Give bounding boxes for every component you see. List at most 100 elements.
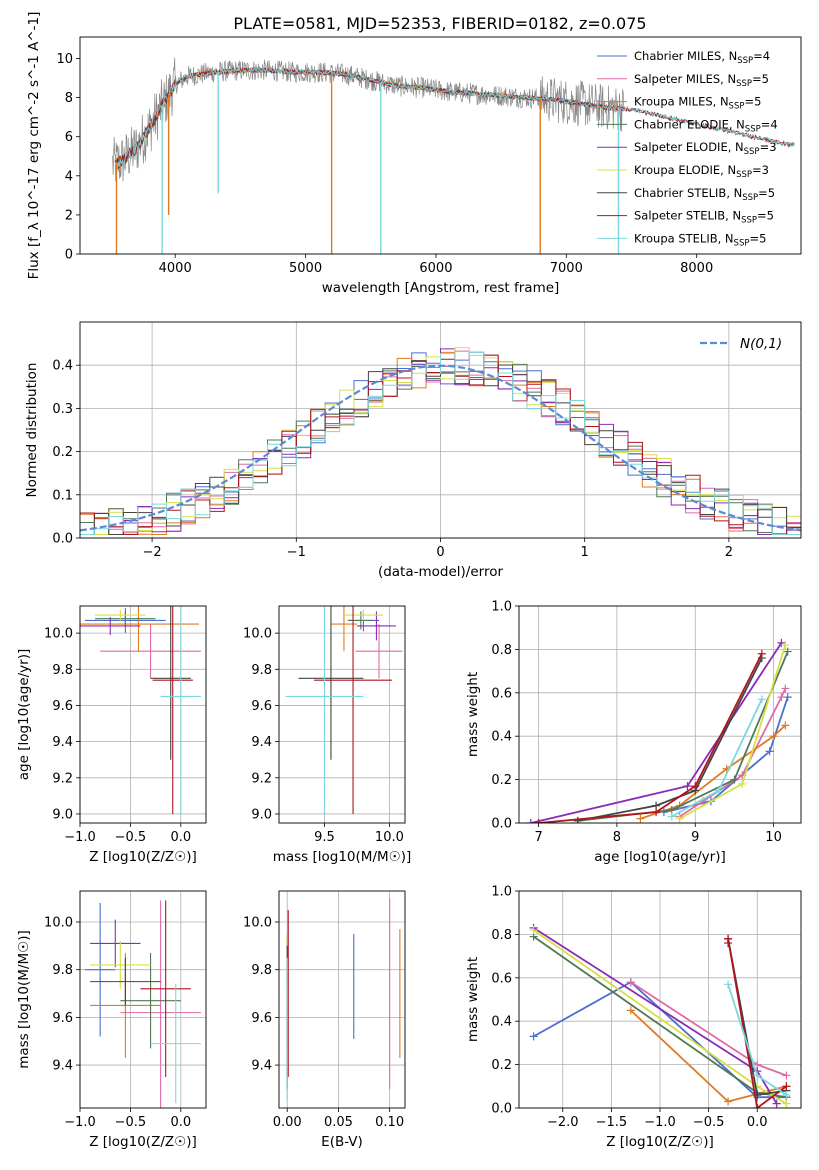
mass-weight-vs-age-marker xyxy=(781,721,790,730)
mass-weight-vs-age-lines xyxy=(526,638,792,823)
mass-weight-vs-metallicity-marker xyxy=(626,978,635,987)
mass-vs-extinction-ytick-label: 9.4 xyxy=(251,1059,272,1074)
mass-vs-metallicity-errorbar-1 xyxy=(120,900,201,1108)
mass-weight-vs-metallicity-marker xyxy=(753,1082,762,1091)
age-vs-mass-errorbar-1 xyxy=(355,624,403,679)
mass-weight-vs-metallicity-xtick-label: −2.0 xyxy=(547,1115,579,1130)
mass-vs-metallicity-errorbar-3 xyxy=(120,953,181,1049)
mass-vs-metallicity-errorbar-6 xyxy=(90,957,161,1006)
mass-vs-extinction-ytick-label: 10.0 xyxy=(243,916,272,931)
mass-weight-vs-age-ytick-label: 0.8 xyxy=(491,643,512,658)
legend-label-3: Chabrier ELODIE, NSSP=4 xyxy=(634,117,778,134)
mass-vs-metallicity-grid xyxy=(79,891,206,1108)
residuals-xtick-label: −1 xyxy=(287,545,306,560)
mass-vs-metallicity-errorbar-7 xyxy=(140,900,191,1077)
mass-weight-vs-metallicity-marker xyxy=(782,1082,791,1091)
spectrum-traces xyxy=(112,57,795,254)
legend-label-2: Kroupa MILES, NSSP=5 xyxy=(634,95,761,112)
mass-weight-vs-age-grid xyxy=(519,605,801,824)
mass-weight-vs-metallicity-marker xyxy=(772,1099,781,1108)
residuals-xtick-label: 0 xyxy=(436,545,444,560)
mass-weight-vs-metallicity-ytick-label: 0.4 xyxy=(491,1015,512,1030)
mass-vs-metallicity-xlabel: Z [log10(Z/Z☉)] xyxy=(89,1134,197,1150)
mass-weight-vs-metallicity-ytick-label: 0.8 xyxy=(491,928,512,943)
mass-weight-vs-age-marker xyxy=(714,786,723,795)
spectrum-ytick-label: 4 xyxy=(65,169,73,184)
age-vs-metallicity-grid xyxy=(79,606,206,823)
age-vs-mass-errorbar-8 xyxy=(285,606,364,814)
residuals-ytick-label: 0.4 xyxy=(52,359,73,374)
age-vs-mass-ytick-label: 9.2 xyxy=(251,771,272,786)
residuals-hist-8 xyxy=(80,351,801,535)
mass-weight-vs-age-marker xyxy=(769,732,778,741)
spectrum-model-8 xyxy=(114,67,795,168)
mass-weight-vs-age-xtick-label: 9 xyxy=(691,830,699,845)
mass-vs-metallicity-xtick-label: 0.0 xyxy=(170,1115,191,1130)
age-vs-mass-xlabel: mass [log10(M/M☉)] xyxy=(273,849,412,865)
mass-weight-vs-age-marker xyxy=(691,782,700,791)
age-vs-metallicity-axes: −1.0 −0.5 0.0 9.0 9.2 9.4 9.6 9.8 10.0 Z [log10(Z… xyxy=(16,606,206,865)
age-vs-metallicity-xtick-label: −0.5 xyxy=(115,830,147,845)
mass-vs-metallicity-errorbar-5 xyxy=(90,941,151,989)
mass-vs-metallicity-ytick-label: 9.8 xyxy=(52,963,73,978)
mass-weight-vs-metallicity-marker xyxy=(529,1032,538,1041)
mass-vs-extinction-ytick-label: 9.6 xyxy=(251,1011,272,1026)
spectrum-xlabel: wavelength [Angstrom, rest frame] xyxy=(322,280,560,296)
mass-weight-vs-age-marker xyxy=(738,779,747,788)
mass-vs-extinction-xtick-label: 0.05 xyxy=(324,1115,353,1130)
residuals-xtick-label: 1 xyxy=(581,545,589,560)
mass-weight-vs-metallicity-marker xyxy=(753,1104,762,1108)
residuals-xtick-label: 2 xyxy=(725,545,733,560)
mass-vs-extinction-xlabel: E(B-V) xyxy=(321,1134,363,1150)
mass-weight-vs-metallicity-xtick-label: 0.0 xyxy=(747,1115,768,1130)
mass-weight-vs-metallicity-marker xyxy=(724,1097,733,1106)
age-vs-metallicity-points xyxy=(80,606,201,814)
residuals-legend-label: N(0,1) xyxy=(740,336,782,352)
spectrum-legend: Chabrier MILES, NSSP=4 Salpeter MILES, NS… xyxy=(597,49,778,248)
spectrum-ylabel: Flux [f_λ 10^-17 erg cm^-2 s^-1 A^-1] xyxy=(26,12,42,280)
mass-vs-metallicity-points xyxy=(85,900,201,1108)
age-vs-metallicity-ytick-label: 9.0 xyxy=(52,807,73,822)
mass-vs-metallicity-errorbar-0 xyxy=(85,902,116,1037)
mass-weight-vs-age-line-7 xyxy=(538,653,763,823)
residuals-ylabel: Normed distribution xyxy=(24,363,40,498)
residuals-histograms xyxy=(80,347,801,535)
mass-weight-vs-metallicity-ytick-label: 0.2 xyxy=(491,1058,512,1073)
legend-label-8: Kroupa STELIB, NSSP=5 xyxy=(634,231,766,248)
age-vs-metallicity-errorbar-5 xyxy=(95,609,146,621)
mass-weight-vs-metallicity-marker xyxy=(724,980,733,989)
residuals-normal-curve xyxy=(80,364,801,532)
mass-weight-vs-age-marker xyxy=(777,693,786,702)
age-vs-metallicity-ytick-label: 10.0 xyxy=(44,627,73,642)
mass-weight-vs-age-marker xyxy=(757,695,766,704)
age-vs-metallicity-errorbar-3 xyxy=(95,611,156,626)
age-vs-mass-xtick-label: 9.5 xyxy=(314,830,335,845)
spectrum-ytick-label: 6 xyxy=(65,130,73,145)
spectrum-xtick-label: 6000 xyxy=(419,261,452,276)
mass-weight-vs-metallicity-xtick-label: −1.5 xyxy=(596,1115,628,1130)
mass-weight-vs-age-marker xyxy=(757,649,766,658)
spectrum-xtick-label: 4000 xyxy=(159,261,192,276)
spectrum-xtick-label: 7000 xyxy=(550,261,583,276)
residuals-xlabel: (data-model)/error xyxy=(378,564,504,580)
mass-weight-vs-metallicity-marker xyxy=(529,926,538,935)
mass-vs-extinction-points xyxy=(286,898,401,1101)
age-vs-mass-ytick-label: 9.8 xyxy=(251,663,272,678)
age-vs-mass-ytick-label: 9.4 xyxy=(251,735,272,750)
age-vs-mass-ytick-label: 9.0 xyxy=(251,807,272,822)
age-vs-mass-points xyxy=(285,606,403,814)
mass-weight-vs-age-marker xyxy=(573,816,582,823)
mass-vs-metallicity-xtick-label: −0.5 xyxy=(115,1115,147,1130)
residuals-ytick-label: 0.3 xyxy=(52,402,73,417)
mass-weight-vs-metallicity-frame xyxy=(518,890,802,1109)
age-vs-metallicity-errorbar-4 xyxy=(80,616,141,635)
residuals-frame xyxy=(79,321,802,539)
mass-vs-metallicity-ytick-label: 9.4 xyxy=(52,1059,73,1074)
age-vs-mass-xtick-label: 10.0 xyxy=(375,830,404,845)
mass-vs-metallicity-ytick-label: 10.0 xyxy=(44,916,73,931)
mass-weight-vs-age-marker xyxy=(636,814,645,823)
mass-weight-vs-metallicity-axes: −2.0 −1.5 −1.0 −0.5 0.0 0.0 0.2 0.4 0.6 0.8 1.0 Z [… xyxy=(465,885,801,1150)
mass-vs-metallicity-xtick-label: −1.0 xyxy=(64,1115,96,1130)
mass-weight-vs-metallicity-ytick-label: 0.6 xyxy=(491,971,512,986)
